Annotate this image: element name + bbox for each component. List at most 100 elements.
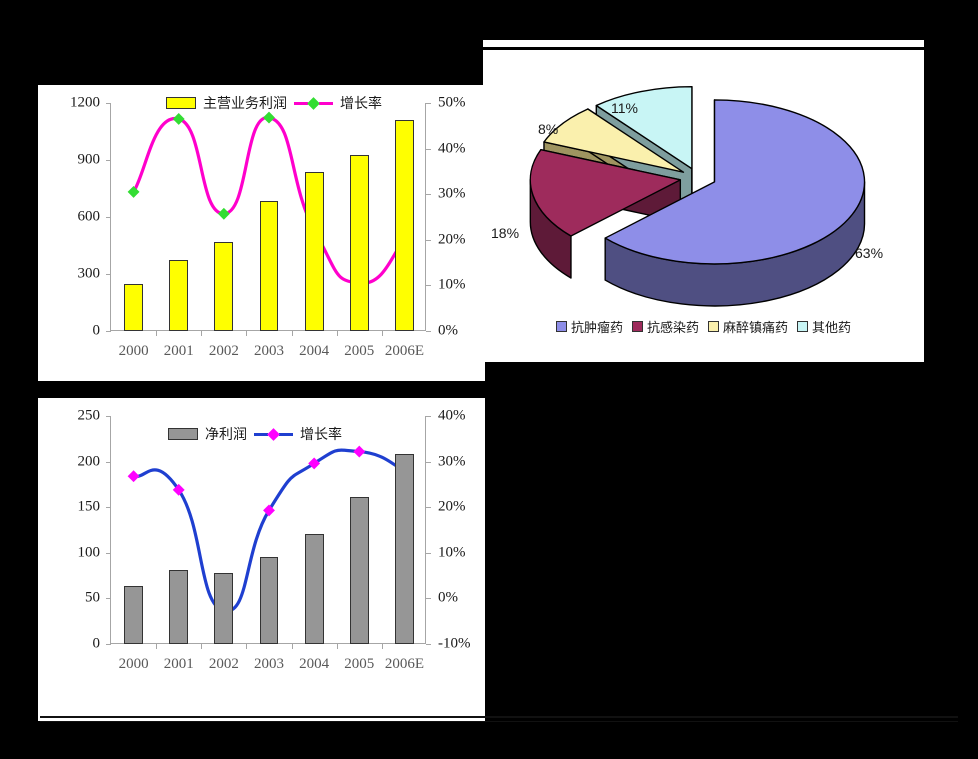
y2-axis-spine: [425, 103, 426, 331]
line-marker: [217, 207, 230, 220]
x-axis-tick: [291, 644, 293, 649]
y-axis-tick-label: 1200: [70, 94, 100, 111]
y2-axis-tick: [426, 331, 431, 332]
y-axis-tick: [106, 103, 111, 104]
legend-label-bar: 主营业务利润: [203, 97, 287, 112]
bar: [394, 454, 414, 644]
pie-legend: 抗肿瘤药 抗感染药 麻醉镇痛药 其他药: [483, 317, 924, 336]
y2-axis-tick: [426, 598, 431, 600]
line-marker: [127, 185, 140, 198]
main-business-profit-panel: 主营业务利润 增长率 0 300 600 900 1200 0% 10% 20% 30% 40% 5…: [38, 85, 485, 381]
y2-axis-tick-label: 0%: [438, 589, 458, 606]
page-bottom-rule-2: [40, 721, 958, 722]
bar: [214, 572, 234, 644]
net-profit-panel: 净利润 增长率 0 50 100 150 200 250 -10% 0% 10% 20% 30% 40…: [38, 398, 485, 721]
y-axis-tick-label: 200: [77, 453, 101, 470]
y2-axis-tick: [426, 644, 431, 645]
x-axis-tick-label: 2006E: [384, 343, 425, 359]
x-axis-tick-label: 2002: [208, 343, 239, 359]
x-axis-tick-label: 2006E: [384, 656, 425, 672]
y-axis-tick: [106, 331, 111, 332]
bar: [214, 242, 234, 331]
page-bottom-rule: [40, 716, 958, 718]
x-axis-tick: [336, 331, 338, 336]
chart-legend: 主营业务利润 增长率: [166, 93, 382, 113]
legend-swatch-bar-icon: [168, 428, 198, 440]
y-axis-tick: [106, 598, 111, 600]
legend-label-line: 增长率: [340, 97, 382, 112]
pie-slice: [595, 85, 693, 170]
pie-legend-label: 抗感染药: [646, 320, 699, 335]
pie-data-label-2: 18%: [491, 225, 520, 241]
bar: [394, 120, 414, 331]
panel-top-rule: [483, 47, 924, 50]
chart-legend: 净利润 增长率: [168, 424, 342, 444]
pie-slice: [529, 148, 682, 237]
y2-axis-tick-label: 40%: [438, 140, 466, 157]
y-axis-tick-label: 0: [92, 322, 101, 339]
y-axis-tick: [106, 160, 111, 161]
pie-legend-item: 抗感染药: [631, 317, 699, 336]
x-axis-tick: [381, 331, 383, 336]
x-axis-tick-label: 2005: [344, 656, 375, 672]
bar: [304, 171, 324, 331]
main-business-profit-chart: 主营业务利润 增长率 0 300 600 900 1200 0% 10% 20% 30% 40% 5…: [38, 85, 485, 381]
bar: [304, 533, 324, 644]
line-marker: [263, 111, 275, 124]
y-axis-tick-label: 100: [77, 544, 101, 561]
bar: [124, 585, 144, 644]
y-axis-tick-label: 250: [77, 407, 101, 424]
x-axis-tick: [201, 644, 203, 649]
y2-axis-tick: [426, 552, 431, 554]
bar: [169, 570, 189, 644]
x-axis-tick-label: 2001: [163, 656, 194, 672]
y2-axis-tick: [426, 103, 431, 104]
y-axis-tick: [106, 507, 111, 509]
x-axis-tick-label: 2005: [344, 343, 375, 359]
bar: [169, 260, 189, 331]
plot-area: 0 300 600 900 1200 0% 10% 20% 30% 40% 50% 2000 2001 2…: [70, 95, 466, 360]
pie-legend-item: 麻醉镇痛药: [708, 317, 788, 336]
y2-axis-tick: [426, 461, 431, 463]
y-axis-tick-label: 150: [77, 498, 101, 515]
x-axis-tick: [156, 331, 158, 336]
y2-axis-tick-label: 50%: [438, 94, 466, 111]
x-axis-tick-label: 2003: [254, 343, 284, 359]
y2-axis-tick-label: 30%: [438, 185, 466, 202]
legend-label-bar: 净利润: [205, 428, 247, 443]
x-axis-tick: [246, 644, 248, 649]
y2-axis-spine: [425, 416, 426, 644]
bar: [259, 201, 279, 331]
y-axis-tick-label: 300: [77, 265, 101, 282]
bar: [349, 497, 369, 644]
x-axis-tick-label: 2000: [118, 656, 149, 672]
pie-legend-label: 其他药: [812, 320, 852, 335]
legend-label-line: 增长率: [300, 428, 342, 443]
y2-axis-tick-label: 10%: [438, 276, 466, 293]
pie-legend-label: 抗肿瘤药: [570, 320, 623, 335]
y-axis-tick: [106, 644, 111, 645]
x-axis-tick: [381, 644, 383, 649]
y-axis-tick: [106, 217, 111, 218]
pie-legend-label: 麻醉镇痛药: [723, 320, 789, 335]
pie-legend-swatch-icon: [631, 321, 643, 332]
y2-axis-tick: [426, 507, 431, 509]
y2-axis-tick-label: 0%: [438, 322, 458, 339]
y2-axis-tick-label: 20%: [438, 498, 466, 515]
y2-axis-tick-label: 40%: [438, 407, 466, 424]
pie-slice: [543, 108, 685, 173]
line-marker: [127, 470, 140, 483]
x-axis-tick: [291, 331, 293, 336]
bar: [124, 284, 144, 331]
line-marker: [353, 445, 366, 458]
x-axis-tick-label: 2003: [254, 656, 284, 672]
pie-legend-swatch-icon: [708, 321, 719, 332]
legend-line-marker-icon: [254, 427, 293, 441]
pie-chart: 18% 8% 11% 63%: [483, 58, 924, 308]
x-axis-tick: [201, 331, 203, 336]
y2-axis-tick-label: 30%: [438, 453, 466, 470]
pie-legend-swatch-icon: [555, 321, 567, 332]
legend-line-marker-icon: [294, 96, 333, 110]
x-axis-tick-label: 2004: [299, 343, 330, 359]
pie-legend-item: 其他药: [797, 317, 851, 336]
